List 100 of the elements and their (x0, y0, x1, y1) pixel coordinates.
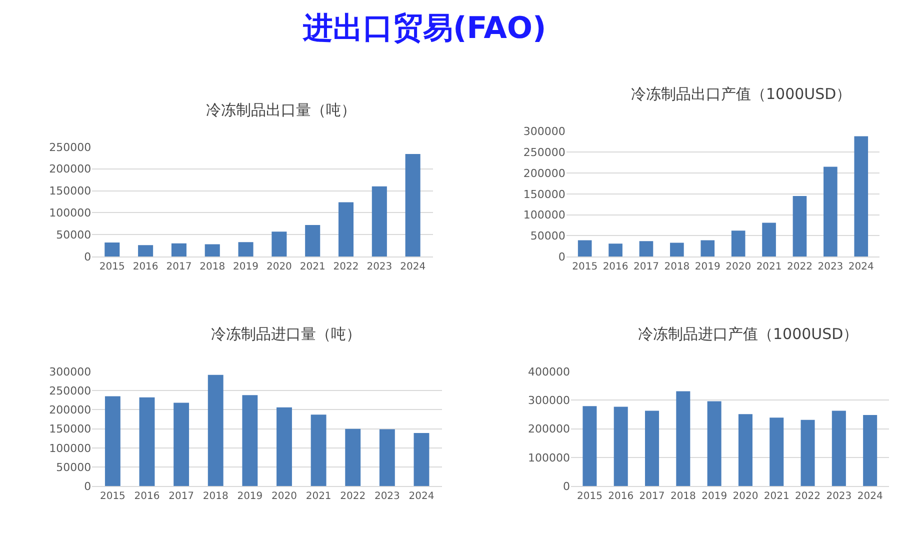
x-tick-label: 2019 (694, 262, 720, 273)
x-tick-label: 2021 (756, 262, 782, 273)
bar (614, 406, 628, 486)
y-tick-label: 100000 (523, 208, 566, 222)
x-tick-label: 2024 (408, 491, 434, 502)
x-tick-label: 2019 (233, 262, 259, 273)
y-tick-label: 50000 (530, 230, 566, 243)
y-tick-label: 100000 (528, 451, 570, 464)
y-tick-label: 200000 (523, 166, 566, 180)
x-tick-label: 2024 (848, 262, 874, 273)
x-tick-label: 2015 (572, 262, 598, 273)
bar (792, 196, 807, 257)
bar (824, 166, 838, 257)
bar (208, 374, 224, 486)
bar (171, 243, 186, 257)
y-tick-label: 300000 (49, 365, 92, 378)
x-tick-label: 2021 (306, 491, 332, 502)
x-tick-label: 2015 (99, 262, 125, 273)
y-tick-label: 300000 (528, 394, 570, 407)
y-tick-label: 250000 (49, 384, 92, 398)
bar (405, 154, 420, 257)
x-tick-label: 2022 (333, 262, 359, 273)
bar (174, 402, 190, 486)
x-tick-label: 2020 (266, 262, 292, 273)
bar (414, 433, 430, 486)
y-tick-label: 0 (558, 250, 566, 264)
y-tick-label: 200000 (49, 404, 92, 417)
x-tick-label: 2017 (168, 491, 194, 502)
x-tick-label: 2016 (602, 262, 628, 273)
y-tick-label: 150000 (523, 188, 566, 201)
bar (242, 395, 258, 486)
bar (800, 420, 815, 486)
chart-title: 冷冻制品进口产值（1000USD） (638, 325, 858, 343)
bar (379, 429, 395, 486)
y-tick-label: 150000 (49, 422, 92, 436)
bar (770, 418, 784, 486)
x-tick-label: 2017 (166, 262, 192, 273)
x-tick-label: 2023 (826, 491, 852, 502)
y-tick-label: 400000 (528, 365, 570, 378)
bar (854, 136, 868, 257)
chart-title: 冷冻制品进口量（吨） (211, 325, 361, 343)
x-tick-label: 2020 (726, 262, 752, 273)
y-tick-label: 0 (563, 480, 570, 494)
bar (204, 244, 220, 257)
x-tick-label: 2015 (576, 491, 602, 502)
x-tick-label: 2021 (764, 491, 790, 502)
x-tick-label: 2024 (857, 491, 883, 502)
y-tick-label: 250000 (49, 140, 92, 154)
bar (310, 414, 326, 486)
bar (104, 396, 120, 486)
bar (832, 410, 846, 486)
bar (608, 244, 622, 257)
bar (582, 406, 597, 486)
y-tick-label: 50000 (56, 228, 92, 242)
x-tick-label: 2024 (400, 262, 426, 273)
x-tick-label: 2022 (787, 262, 812, 273)
y-tick-label: 100000 (49, 206, 92, 220)
bar (762, 222, 776, 257)
bar (345, 428, 361, 486)
x-tick-label: 2019 (237, 491, 263, 502)
x-tick-label: 2018 (200, 262, 226, 273)
x-tick-label: 2016 (608, 491, 634, 502)
bar (276, 407, 292, 486)
y-tick-label: 0 (84, 250, 92, 264)
x-tick-label: 2018 (664, 262, 690, 273)
x-tick-label: 2020 (272, 491, 297, 502)
bar (645, 410, 660, 486)
bar (670, 242, 684, 257)
x-tick-label: 2023 (366, 262, 392, 273)
bar (578, 240, 592, 257)
x-tick-label: 2017 (634, 262, 659, 273)
y-tick-label: 0 (84, 480, 92, 494)
y-tick-label: 100000 (49, 442, 92, 455)
bar (238, 242, 254, 257)
y-tick-label: 150000 (49, 184, 92, 198)
bar (863, 415, 878, 486)
x-tick-label: 2016 (132, 262, 158, 273)
bar (639, 241, 654, 257)
x-tick-label: 2022 (795, 491, 820, 502)
x-tick-label: 2015 (100, 491, 126, 502)
text: 进出口贸易(FAO) (302, 11, 546, 46)
y-tick-label: 250000 (523, 146, 566, 160)
x-tick-label: 2020 (732, 491, 758, 502)
bar (338, 202, 354, 257)
x-tick-label: 2023 (374, 491, 400, 502)
bar (731, 230, 746, 257)
bar (272, 232, 287, 257)
x-tick-label: 2021 (300, 262, 326, 273)
x-tick-label: 2018 (202, 491, 228, 502)
bar (700, 240, 715, 257)
y-tick-label: 200000 (49, 162, 92, 176)
bar (139, 397, 155, 486)
y-tick-label: 300000 (523, 125, 566, 138)
bar (372, 186, 387, 257)
bar (104, 242, 120, 257)
bar (305, 224, 320, 257)
bar (138, 245, 154, 257)
bar (738, 414, 752, 486)
x-tick-label: 2019 (702, 491, 728, 502)
y-tick-label: 200000 (528, 422, 570, 436)
